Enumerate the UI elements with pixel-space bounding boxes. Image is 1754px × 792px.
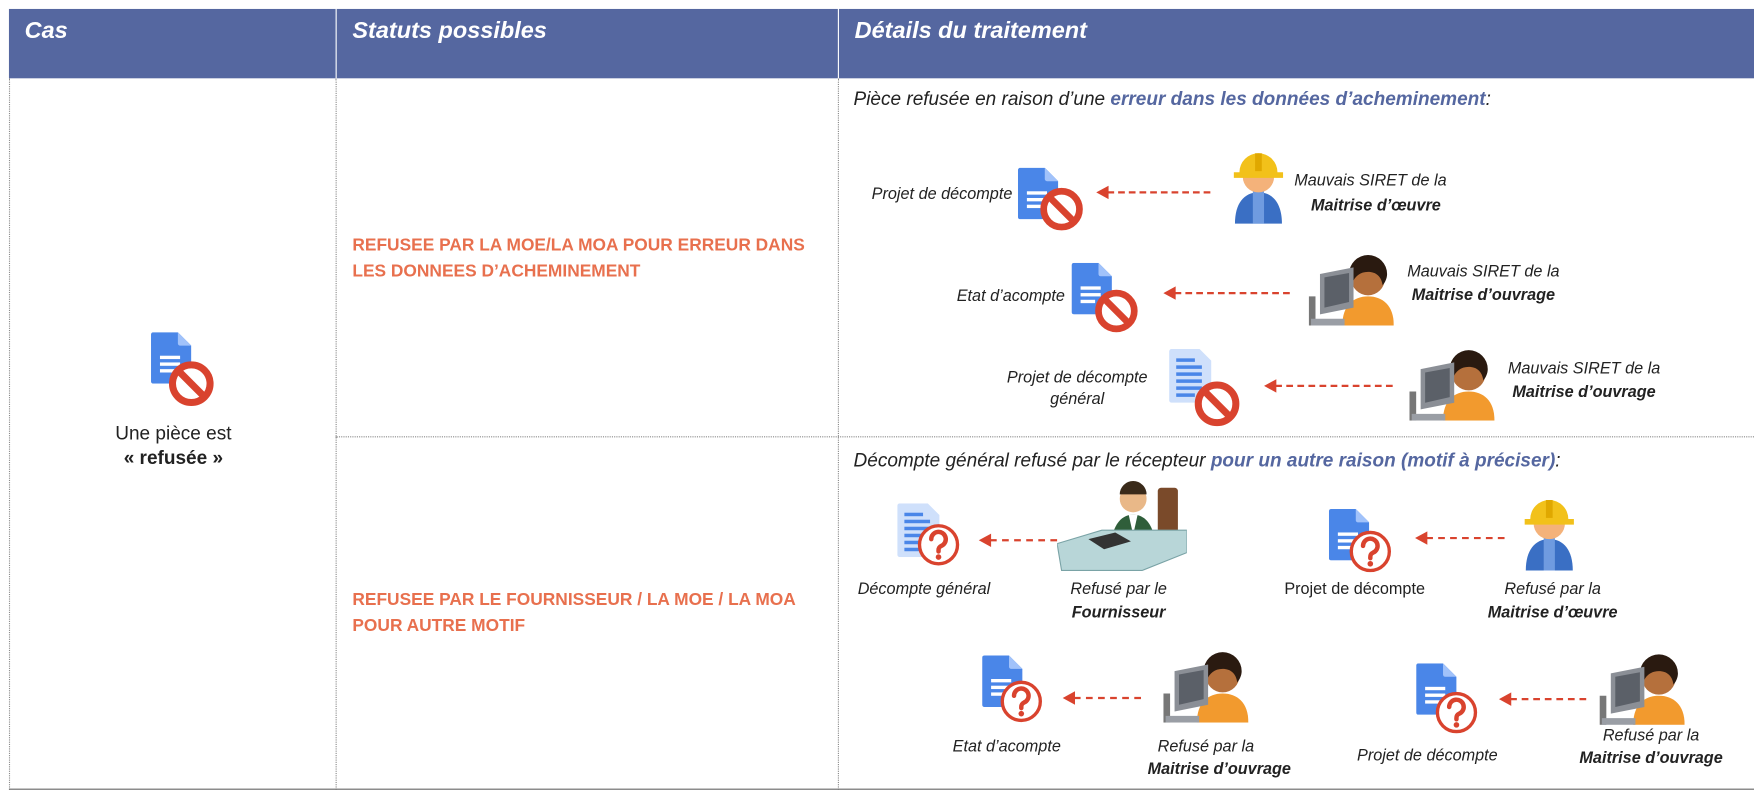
document-label: Etat d’acompte (952, 738, 1061, 757)
document-label: Projet de décompte général (1006, 369, 1148, 409)
reason: Mauvais SIRET de la (1407, 262, 1560, 281)
reason: Refusé par la (1157, 738, 1255, 757)
border (335, 436, 1754, 438)
document-label: Projet de décompte (871, 185, 1013, 204)
refused-icon (1094, 289, 1139, 334)
intro-text: Décompte général refusé par le récepteur (853, 449, 1206, 471)
reason: Refusé par le (1070, 580, 1167, 599)
header-text: Statuts possibles (352, 17, 547, 44)
question-icon (1434, 690, 1479, 735)
document-label: Projet de décompte (1357, 747, 1498, 766)
reason: Mauvais SIRET de la (1507, 360, 1661, 379)
question-icon (916, 522, 961, 567)
header-cell: Statuts possibles (336, 8, 838, 79)
header-cell: Détails du traitement (838, 8, 1754, 79)
actor: Maitrise d’ouvrage (1411, 286, 1556, 305)
intro-text: : (1555, 449, 1561, 471)
reason: Refusé par la (1602, 727, 1700, 746)
actor: Fournisseur (1071, 604, 1166, 622)
status: REFUSEE PAR LE FOURNISSEUR / LA MOE / LA… (352, 590, 796, 636)
intro: Pièce refusée en raison d’une erreur dan… (854, 88, 1491, 110)
document-label: Décompte général (857, 580, 991, 599)
intro-text: Pièce refusée en raison d’une (853, 88, 1106, 110)
actor: Maitrise d’ouvrage (1512, 383, 1656, 402)
actor-icon (1309, 241, 1394, 326)
arrow (1096, 185, 1211, 200)
question-icon (999, 679, 1044, 724)
refused-icon (1039, 187, 1084, 232)
case-text: Une pièce est (115, 422, 232, 445)
header-text: Cas (24, 17, 68, 44)
border (8, 788, 1754, 790)
actor-icon (1163, 638, 1248, 723)
intro-highlight: erreur dans les données d’acheminement (1110, 88, 1486, 110)
border (335, 78, 337, 790)
actor-icon (1600, 640, 1685, 725)
actor: Maitrise d’œuvre (1487, 604, 1618, 622)
actor-icon (1230, 145, 1286, 223)
arrow (1264, 379, 1393, 393)
actor-icon (1057, 481, 1187, 577)
header-cell: Cas (8, 8, 336, 79)
intro-highlight: pour un autre raison (motif à préciser) (1210, 449, 1556, 471)
document-label: Etat d’acompte (956, 287, 1065, 306)
border (8, 78, 11, 790)
actor: Maitrise d’œuvre (1311, 196, 1441, 215)
intro-text: : (1485, 88, 1491, 110)
actor-icon (1409, 336, 1494, 421)
arrow (1498, 692, 1587, 706)
status: REFUSEE PAR LA MOE/LA MOA POUR ERREUR DA… (352, 236, 805, 281)
reason: Refusé par la (1504, 580, 1601, 599)
document-label: Projet de décompte (1284, 580, 1425, 599)
actor: Maitrise d’ouvrage (1147, 760, 1291, 779)
question-icon (1348, 529, 1393, 574)
arrow (978, 533, 1058, 548)
case-text: « refusée » (123, 447, 224, 469)
intro: Décompte général refusé par le récepteur… (854, 450, 1561, 472)
arrow (1163, 286, 1290, 300)
border (837, 78, 839, 790)
arrow (1415, 531, 1505, 545)
refused-icon (168, 360, 215, 407)
actor: Maitrise d’ouvrage (1579, 749, 1723, 768)
arrow (1062, 691, 1141, 705)
actor-icon (1521, 492, 1577, 570)
reason: Mauvais SIRET de la (1294, 172, 1447, 191)
header-text: Détails du traitement (854, 17, 1087, 44)
refused-icon (1194, 380, 1241, 427)
